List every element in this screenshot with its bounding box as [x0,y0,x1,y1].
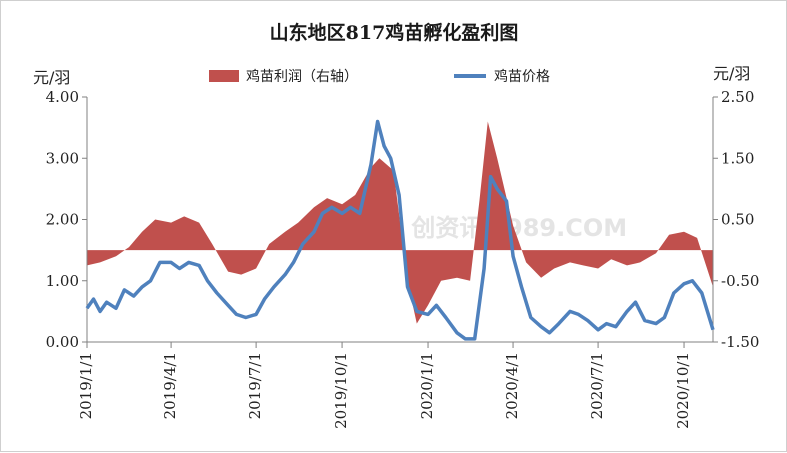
right-tick-label: -0.50 [721,272,759,290]
left-axis-ticks: 0.00 1.00 2.00 3.00 4.00 [46,88,87,351]
price-line [85,119,715,341]
right-tick-label: 1.50 [721,149,754,167]
legend-profit-label: 鸡苗利润（右轴） [246,68,358,85]
left-tick-label: 1.00 [46,272,79,290]
left-tick-label: 2.00 [46,211,79,229]
x-tick-label: 2020/1/1 [418,352,436,419]
right-axis-ticks: -1.50 -0.50 0.50 1.50 2.50 [713,88,759,351]
left-tick-label: 3.00 [46,149,79,167]
left-axis-unit: 元/羽 [33,68,70,87]
left-tick-label: 0.00 [46,333,79,351]
legend-price-label: 鸡苗价格 [494,68,550,85]
x-axis-ticks: 2019/1/1 2019/4/1 2019/7/1 2019/10/1 2020/1/… [77,342,692,429]
left-tick-label: 4.00 [46,88,79,106]
x-tick-label: 2020/4/1 [503,352,521,419]
x-tick-label: 2019/7/1 [246,352,264,419]
legend-profit-swatch [209,70,239,82]
x-tick-label: 2019/1/1 [77,352,95,419]
chart-title: 山东地区817鸡苗孵化盈利图 [270,21,519,44]
x-tick-label: 2020/7/1 [588,352,606,419]
x-tick-label: 2019/10/1 [332,352,350,429]
x-tick-label: 2020/10/1 [674,352,692,429]
legend: 鸡苗利润（右轴） 鸡苗价格 [209,68,550,85]
x-tick-label: 2019/4/1 [161,352,179,419]
right-axis-unit: 元/羽 [713,64,750,83]
right-tick-label: -1.50 [721,333,759,351]
right-tick-label: 2.50 [721,88,754,106]
right-tick-label: 0.50 [721,211,754,229]
